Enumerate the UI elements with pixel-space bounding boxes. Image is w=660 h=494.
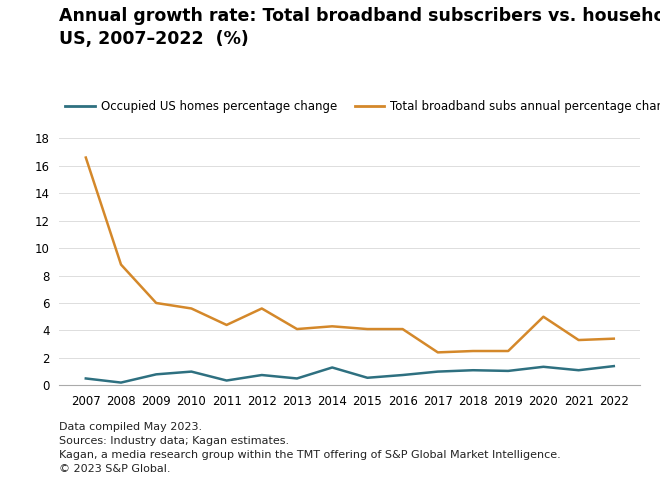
Text: Data compiled May 2023.
Sources: Industry data; Kagan estimates.
Kagan, a media : Data compiled May 2023. Sources: Industr… [59, 422, 561, 474]
Text: Annual growth rate: Total broadband subscribers vs. household growth,
US, 2007–2: Annual growth rate: Total broadband subs… [59, 7, 660, 47]
Legend: Occupied US homes percentage change, Total broadband subs annual percentage chan: Occupied US homes percentage change, Tot… [65, 100, 660, 113]
